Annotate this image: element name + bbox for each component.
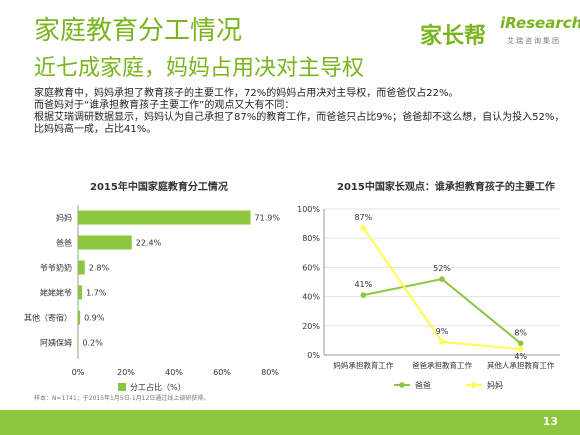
bar-value-label: 22.4%	[136, 239, 162, 248]
data-label: 8%	[514, 328, 527, 337]
body-line: 比妈妈高一成，占比41%。	[34, 124, 157, 135]
x-tick-label: 60%	[213, 368, 231, 377]
data-label: 4%	[514, 352, 527, 361]
bar	[78, 310, 81, 325]
bar-value-label: 71.9%	[255, 214, 281, 223]
y-tick-label: 40%	[302, 293, 320, 302]
jiazhangbang-logo: 家长帮	[420, 24, 487, 49]
bar	[78, 235, 132, 250]
bar-chart: 妈妈 71.9% 爸爸 22.4% 爷爷奶奶 2.8% 姥姥姥爷 1.7% 其他（寄宿） 0.9%…	[24, 205, 281, 392]
x-category-label: 爸爸承担教育工作	[412, 360, 472, 370]
body-line: 而爸妈对于“谁承担教育孩子主要工作”的观点又大有不同：	[34, 100, 295, 111]
category-label: 爷爷奶奶	[40, 263, 72, 273]
legend-marker	[399, 382, 405, 388]
page-subtitle: 近七成家庭，妈妈占用决对主导权	[34, 56, 365, 81]
data-point	[360, 225, 367, 231]
data-label: 9%	[436, 327, 449, 336]
category-label: 其他（寄宿）	[24, 313, 72, 323]
bar-value-label: 2.8%	[89, 264, 110, 273]
y-tick-label: 60%	[302, 263, 320, 272]
x-tick-label: 0%	[72, 368, 85, 377]
y-tick-label: 0%	[307, 351, 320, 360]
data-label: 41%	[354, 280, 372, 289]
bar-value-label: 0.9%	[84, 314, 105, 323]
category-label: 阿姨保姆	[40, 338, 72, 348]
iresearch-logo-sub: 艾瑞咨询集团	[507, 37, 561, 45]
source-note: 样本：N=1741；于2015年1月5日-1月12日通过线上调研获得。	[34, 395, 210, 402]
body-line: 家庭教育中，妈妈承担了教育孩子的主要工作，72%的妈妈占用决对主导权，而爸爸仅占…	[34, 88, 459, 99]
bar	[78, 335, 79, 350]
line-chart-title: 2015中国家长观点：谁承担教育孩子的主要工作	[337, 182, 555, 193]
legend-marker	[471, 382, 477, 388]
bar-value-label: 1.7%	[86, 289, 107, 298]
page-number: 13	[542, 415, 558, 428]
x-category-label: 妈妈承担教育工作	[333, 360, 393, 370]
x-tick-label: 20%	[117, 368, 135, 377]
bar	[78, 260, 85, 275]
footer-bar	[0, 410, 580, 435]
category-label: 爸爸	[56, 238, 72, 248]
legend-swatch	[118, 383, 126, 391]
page-title: 家庭教育分工情况	[34, 16, 243, 46]
y-tick-label: 80%	[302, 234, 320, 243]
data-point	[360, 292, 367, 298]
bar	[78, 210, 251, 225]
y-tick-label: 100%	[297, 205, 320, 214]
category-label: 妈妈	[56, 213, 72, 223]
data-label: 87%	[354, 213, 372, 222]
x-tick-label: 40%	[165, 368, 183, 377]
y-tick-label: 20%	[302, 322, 320, 331]
data-label: 52%	[433, 264, 451, 273]
body-line: 根据艾瑞调研数据显示，妈妈认为自己承担了87%的教育工作，而爸爸只占比9%；爸爸…	[34, 112, 565, 123]
category-label: 姥姥姥爷	[40, 288, 72, 298]
data-point	[517, 340, 524, 347]
legend-label: 爸爸	[415, 380, 431, 390]
iresearch-logo: iResearch	[500, 14, 580, 32]
bar-value-label: 0.2%	[82, 339, 103, 348]
x-category-label: 其他人承担教育工作	[487, 360, 555, 370]
data-point	[439, 276, 445, 282]
data-point	[439, 339, 445, 345]
line-chart: 0% 20% 40% 60% 80% 100% 妈妈承担教育工作 爸爸承担教育工作 其他人承担教…	[297, 205, 560, 390]
bar	[78, 285, 83, 300]
x-tick-label: 80%	[261, 368, 279, 377]
bar-chart-title: 2015年中国家庭教育分工情况	[90, 182, 228, 193]
data-point	[517, 346, 524, 352]
legend-label: 妈妈	[487, 380, 503, 390]
body-text: 家庭教育中，妈妈承担了教育孩子的主要工作，72%的妈妈占用决对主导权，而爸爸仅占…	[34, 88, 565, 136]
legend-label: 分工占比（%）	[130, 382, 186, 392]
